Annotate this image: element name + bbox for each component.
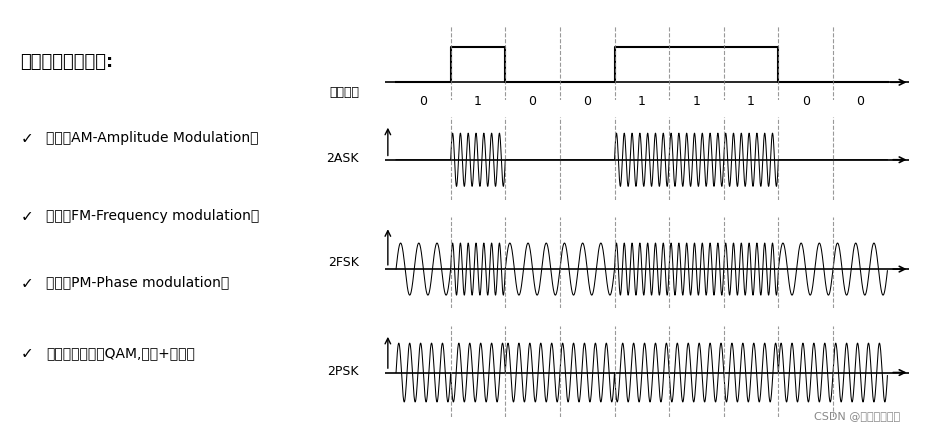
Text: 0: 0 xyxy=(801,95,808,108)
Text: ✓: ✓ xyxy=(20,209,33,224)
Text: 2PSK: 2PSK xyxy=(327,365,359,378)
Text: 1: 1 xyxy=(746,95,755,108)
Text: 1: 1 xyxy=(637,95,645,108)
Text: 调幅（AM-Amplitude Modulation）: 调幅（AM-Amplitude Modulation） xyxy=(46,131,259,145)
Text: 0: 0 xyxy=(528,95,536,108)
Text: ✓: ✓ xyxy=(20,131,33,146)
Text: 基带信号: 基带信号 xyxy=(328,86,359,99)
Text: 2FSK: 2FSK xyxy=(327,256,359,269)
Text: 0: 0 xyxy=(419,95,427,108)
Text: 正交振幅调制（QAM,调幅+调相）: 正交振幅调制（QAM,调幅+调相） xyxy=(46,346,195,360)
Text: 调相（PM-Phase modulation）: 调相（PM-Phase modulation） xyxy=(46,276,229,289)
Text: 1: 1 xyxy=(474,95,481,108)
Text: 0: 0 xyxy=(856,95,863,108)
Text: CSDN @我嘻个乖乖鹅: CSDN @我嘻个乖乖鹅 xyxy=(813,411,899,421)
Text: ✓: ✓ xyxy=(20,346,33,361)
Text: ✓: ✓ xyxy=(20,276,33,291)
Text: 2ASK: 2ASK xyxy=(326,152,359,165)
Text: 0: 0 xyxy=(582,95,590,108)
Text: 常用带通调制方式:: 常用带通调制方式: xyxy=(20,53,113,71)
Text: 调频（FM-Frequency modulation）: 调频（FM-Frequency modulation） xyxy=(46,209,260,223)
Text: 1: 1 xyxy=(692,95,700,108)
